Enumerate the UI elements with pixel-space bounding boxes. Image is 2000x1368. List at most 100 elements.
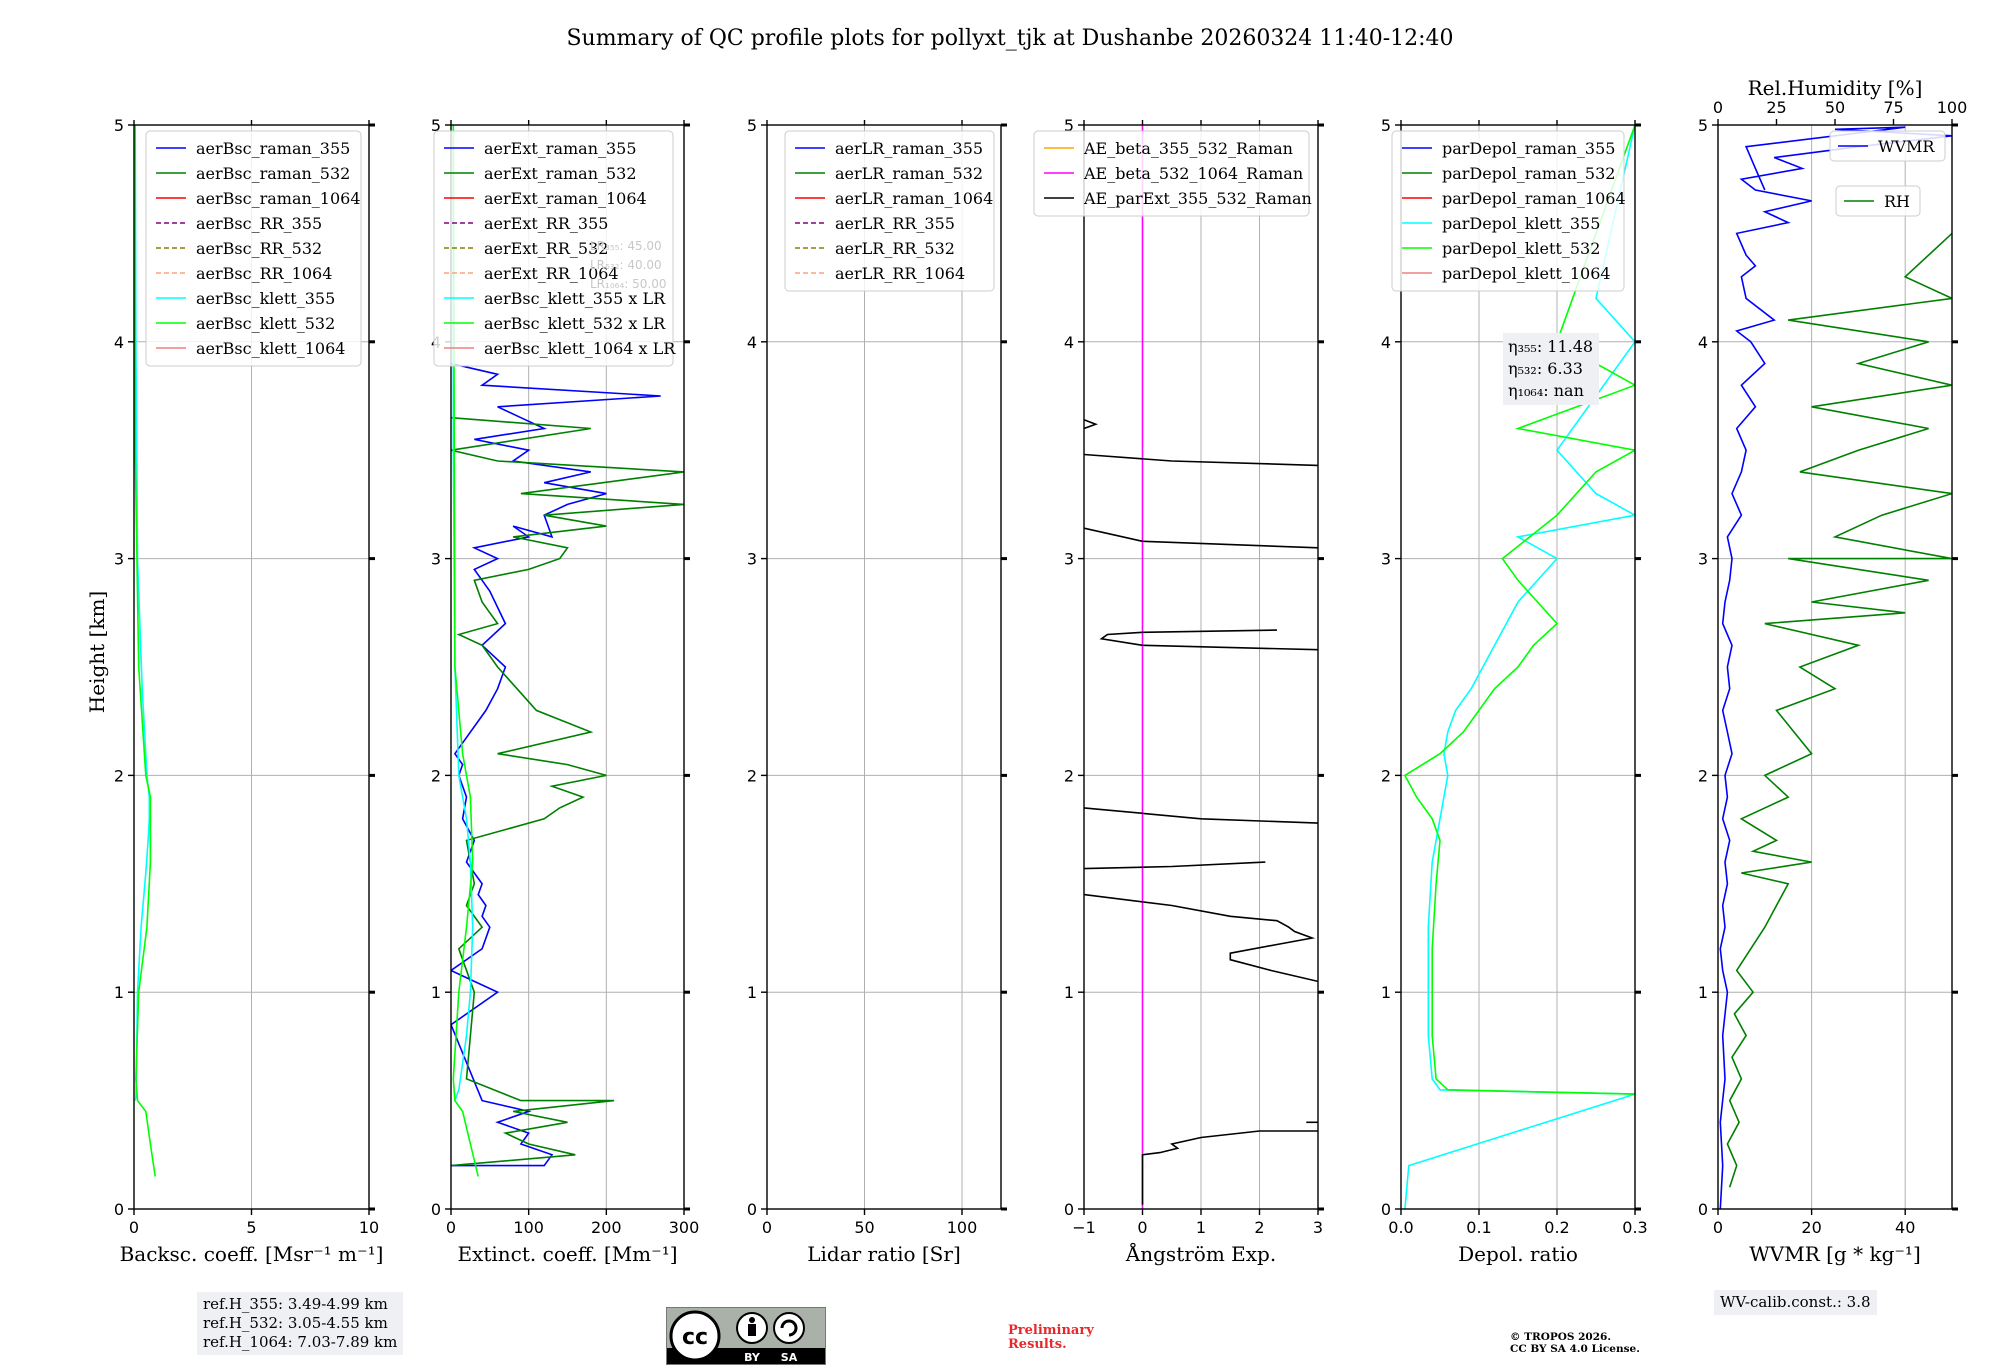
legend-box	[1829, 130, 1946, 162]
eta-label: η₁₀₆₄: nan	[1508, 381, 1584, 400]
series-line-AE_parExt_355_532_Raman	[1084, 893, 1318, 983]
legend-label: aerExt_raman_355	[484, 139, 637, 158]
legend: aerExt_raman_355 aerExt_raman_532 aerExt_r…	[433, 130, 676, 367]
cc-logo-text: cc	[682, 1325, 708, 1350]
figure-title: Summary of QC profile plots for pollyxt_…	[566, 26, 1453, 51]
reference-height-box: ref.H_355: 3.49-4.99 km ref.H_532: 3.05-…	[197, 1292, 404, 1355]
panel-lr: 0 50 100 0 1 2 3 4 5 Lidar ratio [Sr] aerLR_raman_…	[747, 116, 1007, 1266]
legend-label: AE_beta_355_532_Raman	[1083, 139, 1293, 158]
legend-label: aerBsc_klett_532 x LR	[484, 314, 666, 333]
legend-label: aerLR_RR_1064	[835, 264, 965, 283]
y-tick-label: 0	[1381, 1200, 1391, 1219]
y-tick-label: 3	[747, 550, 757, 569]
x-tick-label: 0.1	[1466, 1218, 1491, 1237]
y-tick-label: 2	[431, 766, 441, 785]
x-tick-label: 5	[246, 1218, 256, 1237]
top-x-tick-label: 100	[1937, 98, 1968, 117]
legend-box	[784, 130, 995, 292]
wv-calibration-box: WV-calib.const.: 3.8	[1714, 1290, 1877, 1315]
x-tick-label: −1	[1072, 1218, 1096, 1237]
sa-label: SA	[781, 1351, 798, 1364]
legend-label: AE_beta_532_1064_Raman	[1083, 164, 1303, 183]
legend-label: AE_parExt_355_532_Raman	[1083, 189, 1312, 208]
legend-label: parDepol_klett_532	[1442, 239, 1600, 258]
legend-label: aerExt_RR_532	[484, 239, 608, 258]
x-tick-label: 0	[1713, 1218, 1723, 1237]
legend-label: aerLR_raman_532	[835, 164, 983, 183]
legend-label: RH	[1884, 192, 1910, 211]
eta-box: η₃₅₅: 11.48 η₅₃₂: 6.33 η₁₀₆₄: nan	[1503, 333, 1599, 405]
x-tick-label: 40	[1895, 1218, 1915, 1237]
y-tick-label: 5	[114, 116, 124, 135]
legend-wvmr: WVMR	[1829, 130, 1946, 162]
x-axis-label: Ångström Exp.	[1125, 1241, 1276, 1266]
ref-height-1064: ref.H_1064: 7.03-7.89 km	[203, 1333, 398, 1351]
top-x-tick-label: 75	[1883, 98, 1903, 117]
series-line-RH	[1726, 232, 1952, 1188]
legend-box	[433, 130, 674, 367]
y-tick-label: 1	[114, 983, 124, 1002]
x-tick-label: 0.2	[1544, 1218, 1569, 1237]
x-axis-label: Lidar ratio [Sr]	[807, 1242, 961, 1266]
x-tick-label: 3	[1313, 1218, 1323, 1237]
x-tick-label: 2	[1254, 1218, 1264, 1237]
lr-value-label: LR₁₀₆₄: 50.00	[590, 277, 666, 291]
x-tick-label: 0.0	[1388, 1218, 1413, 1237]
cc-license-badge: cc BY SA	[666, 1307, 826, 1365]
y-tick-label: 1	[1381, 983, 1391, 1002]
legend: AE_beta_355_532_Raman AE_beta_532_1064_Ra…	[1033, 130, 1312, 217]
legend-label: aerBsc_klett_1064 x LR	[484, 339, 676, 358]
legend-box	[1391, 130, 1625, 292]
eta-box-bg	[1503, 333, 1599, 405]
y-tick-label: 0	[431, 1200, 441, 1219]
x-tick-label: 200	[591, 1218, 622, 1237]
x-tick-label: 1	[1196, 1218, 1206, 1237]
series-group	[1719, 126, 1952, 1209]
x-tick-label: 0.3	[1622, 1218, 1647, 1237]
series-group	[1403, 125, 1635, 1209]
legend-rh: RH	[1835, 185, 1921, 217]
legend-label: aerBsc_klett_532	[196, 314, 335, 333]
series-line-AE_parExt_355_532_Raman	[1084, 453, 1318, 467]
copyright-line-2: CC BY SA 4.0 License.	[1510, 1343, 1640, 1355]
series-line-AE_parExt_355_532_Raman	[1099, 629, 1318, 651]
axes-frame	[766, 124, 1002, 1210]
y-tick-label: 1	[431, 983, 441, 1002]
y-tick-label: 0	[1698, 1200, 1708, 1219]
legend-label: aerBsc_raman_355	[196, 139, 350, 158]
top-x-tick-label: 25	[1766, 98, 1786, 117]
axes-frame	[1717, 124, 1953, 1210]
y-tick-label: 3	[1381, 550, 1391, 569]
eta-label: η₅₃₂: 6.33	[1508, 359, 1583, 378]
legend-label: aerBsc_RR_532	[196, 239, 322, 258]
series-line-AE_parExt_355_532_Raman	[1084, 807, 1318, 824]
y-tick-label: 3	[114, 550, 124, 569]
y-tick-label: 1	[1698, 983, 1708, 1002]
copyright-note: © TROPOS 2026. CC BY SA 4.0 License.	[1510, 1331, 1640, 1355]
legend-label: aerLR_RR_532	[835, 239, 955, 258]
axes-frame	[1400, 124, 1636, 1210]
x-tick-label: 100	[947, 1218, 978, 1237]
panel-wv: 0 20 40 0 1 2 3 4 5 WVMR [g * kg⁻¹] 0 25 50 75 100 Rel.…	[1698, 76, 1967, 1266]
legend-label: aerExt_raman_1064	[484, 189, 647, 208]
x-axis-label: Backsc. coeff. [Msr⁻¹ m⁻¹]	[120, 1242, 384, 1266]
y-tick-label: 2	[1381, 766, 1391, 785]
y-tick-label: 0	[1064, 1200, 1074, 1219]
axes-frame	[450, 124, 685, 1210]
y-tick-label: 2	[747, 766, 757, 785]
ref-height-532: ref.H_532: 3.05-4.55 km	[203, 1314, 388, 1332]
series-line-parDepol_klett_532	[1403, 125, 1635, 1095]
series-line-AE_parExt_355_532_Raman	[1084, 419, 1098, 430]
preliminary-line-2: Results.	[1008, 1337, 1067, 1352]
legend-label: aerBsc_raman_532	[196, 164, 350, 183]
x-tick-label: 50	[854, 1218, 874, 1237]
legend-label: parDepol_klett_355	[1442, 214, 1600, 233]
series-group	[1084, 125, 1318, 1209]
ref-height-355: ref.H_355: 3.49-4.99 km	[203, 1295, 388, 1313]
series-line-aerBsc_klett_532 x LR	[452, 125, 479, 1177]
legend-label: aerExt_raman_532	[484, 164, 637, 183]
y-tick-label: 4	[747, 333, 757, 352]
y-tick-label: 0	[114, 1200, 124, 1219]
panel-bsc: 0 5 10 0 1 2 3 4 5 Backsc. coeff. [Msr⁻¹ m⁻¹] aerB…	[114, 116, 384, 1266]
